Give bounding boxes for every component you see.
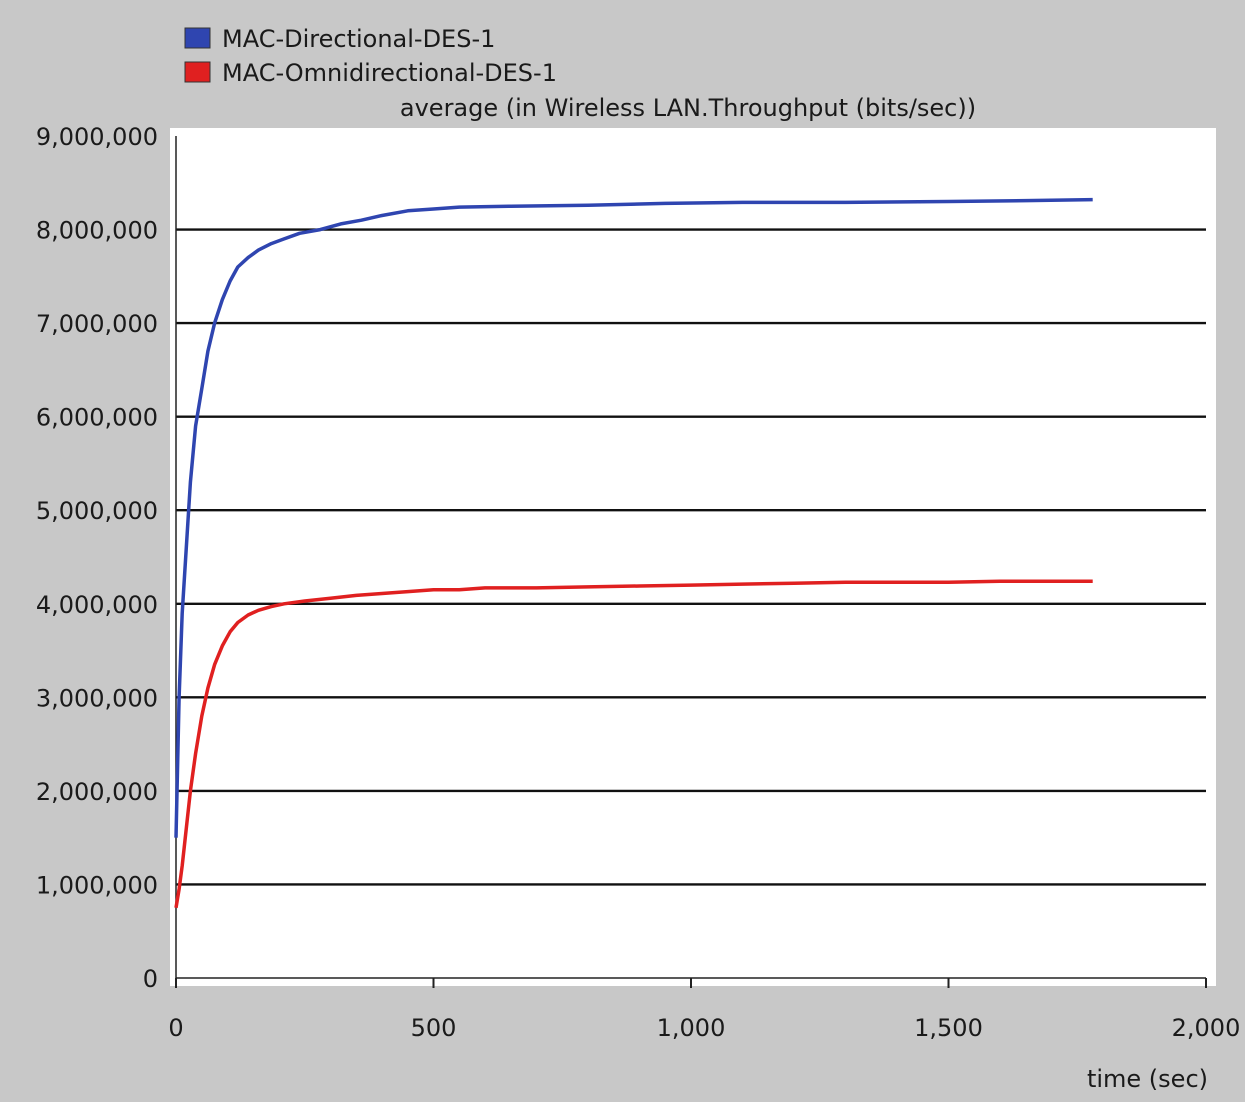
legend-swatch-1 (184, 27, 211, 49)
legend-swatch-2 (184, 61, 211, 83)
legend-label-2: MAC-Omnidirectional-DES-1 (222, 59, 557, 87)
y-tick-label: 4,000,000 (36, 591, 158, 619)
y-tick-label: 1,000,000 (36, 871, 158, 899)
x-tick-label: 500 (411, 1014, 457, 1042)
legend-label-1: MAC-Directional-DES-1 (222, 25, 495, 53)
plot-area (170, 128, 1216, 986)
y-tick-label: 9,000,000 (36, 123, 158, 151)
y-tick-label: 6,000,000 (36, 404, 158, 432)
y-tick-label: 0 (143, 965, 158, 993)
x-tick-label: 0 (168, 1014, 183, 1042)
y-tick-label: 2,000,000 (36, 778, 158, 806)
chart-title: average (in Wireless LAN.Throughput (bit… (400, 94, 976, 122)
series-line-1 (174, 197, 1093, 838)
series-line-2 (174, 579, 1093, 909)
x-axis-label: time (sec) (1087, 1065, 1208, 1093)
y-tick-label: 3,000,000 (36, 684, 158, 712)
x-tick-label: 1,000 (657, 1014, 726, 1042)
x-tick-label: 2,000 (1172, 1014, 1241, 1042)
y-tick-label: 7,000,000 (36, 310, 158, 338)
y-tick-label: 5,000,000 (36, 497, 158, 525)
y-tick-label: 8,000,000 (36, 217, 158, 245)
x-tick-label: 1,500 (914, 1014, 983, 1042)
